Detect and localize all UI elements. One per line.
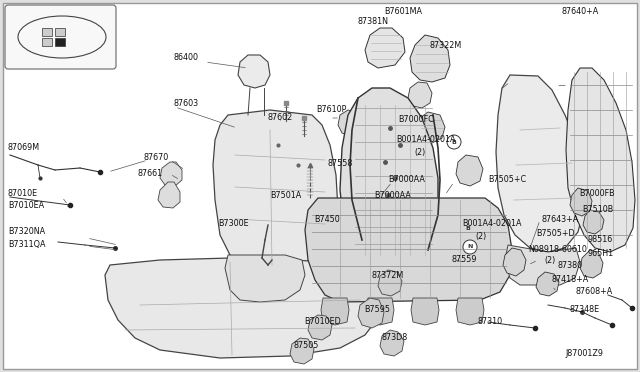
Text: (2): (2) bbox=[544, 257, 556, 266]
Text: N08918-60610: N08918-60610 bbox=[528, 244, 587, 253]
Text: 87640+A: 87640+A bbox=[562, 7, 599, 16]
Text: B7450: B7450 bbox=[314, 215, 340, 224]
Polygon shape bbox=[340, 88, 438, 260]
Text: B7505+D: B7505+D bbox=[536, 230, 575, 238]
Polygon shape bbox=[408, 82, 432, 108]
Text: B7010EA: B7010EA bbox=[8, 201, 44, 209]
Text: J87001Z9: J87001Z9 bbox=[565, 349, 603, 357]
Text: 87381N: 87381N bbox=[358, 17, 389, 26]
Polygon shape bbox=[358, 298, 384, 328]
Text: B7000FB: B7000FB bbox=[579, 189, 614, 199]
Text: 87643+A: 87643+A bbox=[542, 215, 579, 224]
Text: B001A4-0201A: B001A4-0201A bbox=[396, 135, 456, 144]
Circle shape bbox=[463, 240, 477, 254]
Polygon shape bbox=[338, 110, 360, 136]
Polygon shape bbox=[105, 258, 380, 358]
Bar bbox=[42, 28, 52, 36]
Polygon shape bbox=[365, 28, 405, 68]
Text: B7505+C: B7505+C bbox=[488, 176, 526, 185]
Text: 965H1: 965H1 bbox=[588, 248, 614, 257]
Polygon shape bbox=[456, 155, 483, 186]
Text: 87505: 87505 bbox=[294, 340, 319, 350]
Polygon shape bbox=[160, 162, 182, 186]
Text: 87372M: 87372M bbox=[372, 272, 404, 280]
Bar bbox=[42, 38, 52, 46]
Circle shape bbox=[447, 135, 461, 149]
Text: B7010ED: B7010ED bbox=[304, 317, 340, 327]
Text: 87608+A: 87608+A bbox=[576, 288, 613, 296]
Text: (2): (2) bbox=[475, 231, 486, 241]
Text: 87322M: 87322M bbox=[430, 42, 462, 51]
Polygon shape bbox=[308, 315, 332, 340]
Polygon shape bbox=[380, 330, 404, 356]
Text: 87310: 87310 bbox=[478, 317, 503, 326]
Text: B7510B: B7510B bbox=[582, 205, 613, 215]
Polygon shape bbox=[321, 298, 349, 325]
Polygon shape bbox=[418, 112, 445, 143]
Text: B7000FC: B7000FC bbox=[398, 115, 434, 125]
Text: 98516: 98516 bbox=[588, 235, 613, 244]
Polygon shape bbox=[238, 55, 270, 88]
Bar bbox=[55, 28, 65, 36]
Polygon shape bbox=[496, 75, 584, 252]
Polygon shape bbox=[503, 248, 526, 276]
Text: 87418+A: 87418+A bbox=[552, 275, 589, 283]
Text: B7595: B7595 bbox=[364, 305, 390, 314]
Text: 87069M: 87069M bbox=[8, 144, 40, 153]
Polygon shape bbox=[580, 250, 603, 278]
Text: 87670: 87670 bbox=[143, 154, 168, 163]
Polygon shape bbox=[410, 35, 450, 82]
Text: B7610P: B7610P bbox=[316, 106, 346, 115]
Polygon shape bbox=[378, 270, 402, 296]
Text: 87558: 87558 bbox=[328, 158, 353, 167]
Text: B7000AA: B7000AA bbox=[374, 192, 411, 201]
Polygon shape bbox=[505, 245, 580, 285]
Polygon shape bbox=[411, 298, 439, 325]
Text: 87348E: 87348E bbox=[570, 305, 600, 314]
Polygon shape bbox=[570, 188, 592, 216]
Polygon shape bbox=[456, 298, 484, 325]
Polygon shape bbox=[213, 110, 338, 268]
Polygon shape bbox=[225, 255, 305, 302]
Text: 873D8: 873D8 bbox=[382, 333, 408, 341]
Text: B001A4-0201A: B001A4-0201A bbox=[462, 219, 522, 228]
Text: B: B bbox=[465, 225, 470, 231]
Text: B7601MA: B7601MA bbox=[384, 7, 422, 16]
Text: N: N bbox=[467, 244, 473, 250]
Polygon shape bbox=[158, 182, 180, 208]
Polygon shape bbox=[366, 298, 394, 325]
Bar bbox=[55, 38, 65, 46]
Polygon shape bbox=[290, 338, 314, 364]
FancyBboxPatch shape bbox=[5, 5, 116, 69]
Text: B: B bbox=[452, 140, 456, 144]
Text: 87603: 87603 bbox=[174, 99, 199, 108]
Polygon shape bbox=[566, 68, 635, 252]
Text: 86400: 86400 bbox=[174, 54, 199, 62]
Text: B7501A: B7501A bbox=[270, 192, 301, 201]
Text: B7300E: B7300E bbox=[218, 219, 248, 228]
Polygon shape bbox=[536, 272, 559, 296]
Circle shape bbox=[461, 221, 475, 235]
Polygon shape bbox=[583, 210, 604, 234]
Text: 87661: 87661 bbox=[138, 169, 163, 177]
Text: 87380: 87380 bbox=[558, 262, 583, 270]
Text: 87602: 87602 bbox=[268, 113, 293, 122]
Text: B7320NA: B7320NA bbox=[8, 228, 45, 237]
Polygon shape bbox=[305, 198, 512, 302]
Text: 87010E: 87010E bbox=[8, 189, 38, 199]
Text: B7311QA: B7311QA bbox=[8, 240, 45, 248]
Text: (2): (2) bbox=[414, 148, 425, 157]
Text: 87559: 87559 bbox=[452, 256, 477, 264]
Text: B7000AA: B7000AA bbox=[388, 176, 425, 185]
